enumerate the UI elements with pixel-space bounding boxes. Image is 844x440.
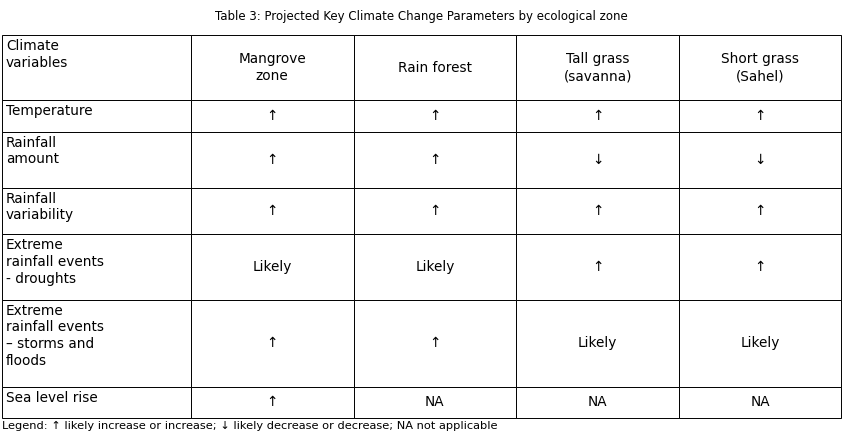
Text: Rainfall
variability: Rainfall variability	[6, 191, 74, 222]
Bar	[354, 234, 517, 300]
Bar	[191, 300, 354, 387]
Text: ↑: ↑	[267, 204, 278, 218]
Text: ↑: ↑	[592, 204, 603, 218]
Bar	[517, 300, 679, 387]
Bar	[191, 132, 354, 187]
Bar	[679, 387, 841, 418]
Bar	[191, 187, 354, 234]
Text: ↑: ↑	[430, 153, 441, 167]
Bar	[2, 387, 191, 418]
Bar	[191, 387, 354, 418]
Text: ↑: ↑	[755, 260, 766, 274]
Bar	[191, 234, 354, 300]
Text: Mangrove
zone: Mangrove zone	[238, 52, 306, 83]
Text: ↑: ↑	[430, 109, 441, 123]
Text: ↑: ↑	[267, 109, 278, 123]
Bar	[354, 35, 517, 100]
Text: ↑: ↑	[267, 153, 278, 167]
Bar	[2, 234, 191, 300]
Text: ↑: ↑	[267, 396, 278, 410]
Text: NA: NA	[588, 396, 608, 410]
Text: ↑: ↑	[430, 204, 441, 218]
Text: NA: NA	[750, 396, 770, 410]
Text: Likely: Likely	[578, 336, 617, 350]
Text: Extreme
rainfall events
- droughts: Extreme rainfall events - droughts	[6, 238, 104, 286]
Bar	[191, 100, 354, 132]
Bar	[2, 100, 191, 132]
Bar	[354, 187, 517, 234]
Text: ↑: ↑	[267, 336, 278, 350]
Text: Legend: ↑ likely increase or increase; ↓ likely decrease or decrease; NA not app: Legend: ↑ likely increase or increase; ↓…	[2, 421, 497, 431]
Bar	[354, 132, 517, 187]
Text: Likely: Likely	[252, 260, 292, 274]
Bar	[354, 387, 517, 418]
Bar	[354, 100, 517, 132]
Bar	[517, 35, 679, 100]
Bar	[354, 300, 517, 387]
Bar	[679, 100, 841, 132]
Text: Tall grass
(savanna): Tall grass (savanna)	[564, 52, 632, 83]
Bar	[517, 100, 679, 132]
Text: Extreme
rainfall events
– storms and
floods: Extreme rainfall events – storms and flo…	[6, 304, 104, 368]
Text: ↓: ↓	[755, 153, 766, 167]
Text: Temperature: Temperature	[6, 104, 93, 118]
Text: NA: NA	[425, 396, 445, 410]
Bar	[679, 35, 841, 100]
Text: ↓: ↓	[592, 153, 603, 167]
Text: Short grass
(Sahel): Short grass (Sahel)	[721, 52, 799, 83]
Text: Climate
variables: Climate variables	[6, 39, 68, 70]
Bar	[679, 187, 841, 234]
Bar	[517, 187, 679, 234]
Bar	[517, 132, 679, 187]
Text: Likely: Likely	[740, 336, 780, 350]
Bar	[679, 132, 841, 187]
Text: ↑: ↑	[592, 260, 603, 274]
Text: ↑: ↑	[592, 109, 603, 123]
Bar	[2, 132, 191, 187]
Bar	[517, 387, 679, 418]
Text: ↑: ↑	[755, 204, 766, 218]
Text: Rainfall
amount: Rainfall amount	[6, 136, 59, 166]
Bar	[517, 234, 679, 300]
Bar	[2, 35, 191, 100]
Bar	[2, 300, 191, 387]
Text: Rain forest: Rain forest	[398, 61, 472, 75]
Bar	[679, 300, 841, 387]
Bar	[2, 187, 191, 234]
Bar	[191, 35, 354, 100]
Text: Sea level rise: Sea level rise	[6, 391, 98, 405]
Bar	[679, 234, 841, 300]
Text: Likely: Likely	[415, 260, 455, 274]
Text: ↑: ↑	[430, 336, 441, 350]
Text: ↑: ↑	[755, 109, 766, 123]
Text: Table 3: Projected Key Climate Change Parameters by ecological zone: Table 3: Projected Key Climate Change Pa…	[215, 10, 628, 23]
